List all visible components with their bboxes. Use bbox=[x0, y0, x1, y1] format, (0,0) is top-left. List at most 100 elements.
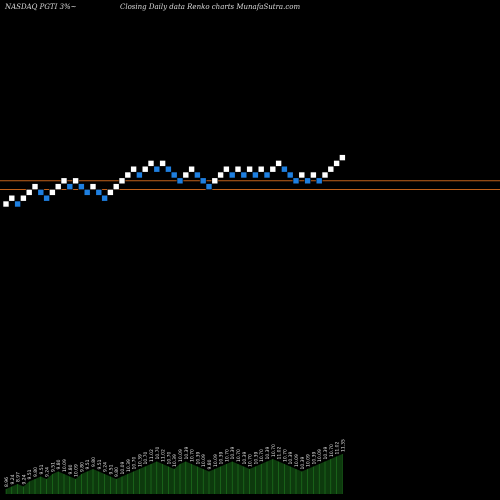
price-label: 10.70 bbox=[248, 454, 254, 467]
renko-brick bbox=[165, 165, 172, 173]
price-label: 11.02 bbox=[277, 446, 283, 459]
price-label: 8.96 bbox=[4, 477, 10, 487]
price-label: 9.24 bbox=[21, 474, 27, 484]
renko-brick bbox=[281, 165, 288, 173]
renko-brick bbox=[228, 171, 236, 179]
renko-brick bbox=[310, 171, 317, 179]
price-label: 10.70 bbox=[282, 449, 288, 462]
price-label: 9.51 bbox=[97, 459, 103, 469]
renko-brick bbox=[327, 165, 335, 173]
renko-brick bbox=[66, 183, 74, 190]
renko-brick bbox=[49, 189, 56, 196]
price-label: 10.39 bbox=[253, 451, 259, 464]
renko-brick bbox=[263, 171, 271, 179]
price-label: 10.70 bbox=[236, 449, 242, 462]
renko-brick bbox=[286, 171, 294, 179]
price-label: 9.80 bbox=[91, 457, 97, 467]
renko-brick bbox=[95, 189, 103, 196]
price-label: 10.09 bbox=[62, 459, 68, 472]
price-label: 10.70 bbox=[259, 449, 265, 462]
price-label: 10.09 bbox=[306, 454, 312, 467]
price-label: 9.80 bbox=[33, 467, 39, 477]
renko-brick bbox=[170, 171, 178, 179]
price-label: 9.51 bbox=[39, 464, 45, 474]
price-label: 10.70 bbox=[271, 444, 277, 457]
renko-brick bbox=[60, 177, 68, 185]
price-label: 9.51 bbox=[85, 459, 91, 469]
renko-brick bbox=[72, 177, 79, 185]
price-label: 10.39 bbox=[288, 451, 294, 464]
price-label: 10.70 bbox=[155, 446, 161, 459]
renko-brick bbox=[315, 177, 323, 185]
price-label: 10.39 bbox=[230, 446, 236, 459]
renko-brick bbox=[78, 183, 85, 190]
renko-brick bbox=[182, 171, 190, 179]
price-label: 10.09 bbox=[213, 454, 219, 467]
price-label: 10.39 bbox=[300, 456, 306, 469]
renko-brick bbox=[147, 160, 155, 167]
price-label: 9.80 bbox=[56, 459, 62, 469]
price-label: 11.02 bbox=[161, 449, 167, 462]
volume-area bbox=[5, 454, 343, 494]
renko-brick bbox=[240, 171, 248, 179]
renko-brick bbox=[153, 165, 161, 173]
price-label: 9.24 bbox=[103, 462, 109, 472]
price-label: 10.09 bbox=[74, 464, 80, 477]
price-label: 9.51 bbox=[108, 464, 114, 474]
price-label: 10.39 bbox=[219, 451, 225, 464]
ticker-label: NASDAQ PGTI 3%~ bbox=[5, 3, 77, 11]
price-label: 9.51 bbox=[50, 462, 56, 472]
renko-brick bbox=[54, 183, 62, 190]
renko-brick bbox=[37, 189, 45, 196]
price-label: 10.09 bbox=[178, 449, 184, 462]
price-label: 10.09 bbox=[201, 454, 207, 467]
renko-brick bbox=[25, 189, 33, 196]
renko-brick bbox=[246, 165, 253, 173]
price-label: 10.39 bbox=[172, 454, 178, 467]
price-label: 10.39 bbox=[184, 446, 190, 459]
renko-brick bbox=[194, 171, 201, 179]
price-label: 9.24 bbox=[45, 467, 51, 477]
renko-brick bbox=[333, 160, 340, 167]
renko-brick bbox=[159, 160, 166, 167]
renko-brick bbox=[83, 189, 91, 196]
price-label: 9.80 bbox=[68, 464, 74, 474]
price-label: 10.70 bbox=[190, 449, 196, 462]
price-label: 10.70 bbox=[143, 451, 149, 464]
price-label: 10.70 bbox=[132, 456, 138, 469]
renko-brick bbox=[269, 165, 277, 173]
renko-brick bbox=[20, 194, 27, 202]
price-label: 11.35 bbox=[340, 439, 346, 452]
price-labels: 8.96 9.24 8.97 9.24 9.51 9.80 9.51 9.24 9.51 9.80… bbox=[4, 439, 346, 487]
renko-brick bbox=[124, 171, 132, 179]
renko-brick bbox=[101, 194, 108, 202]
chart-description: Closing Daily data Renko charts MunafaSu… bbox=[120, 3, 301, 11]
renko-brick bbox=[252, 171, 259, 179]
renko-brick bbox=[31, 183, 39, 190]
price-label: 10.09 bbox=[294, 454, 300, 467]
renko-brick bbox=[118, 177, 126, 185]
renko-brick bbox=[130, 165, 137, 173]
price-label: 9.80 bbox=[207, 459, 213, 469]
price-label: 9.51 bbox=[27, 469, 33, 479]
price-label: 10.70 bbox=[166, 451, 172, 464]
price-label: 10.39 bbox=[195, 451, 201, 464]
renko-brick bbox=[176, 177, 184, 185]
price-label: 8.97 bbox=[16, 472, 22, 482]
renko-brick bbox=[211, 177, 219, 185]
renko-brick bbox=[2, 200, 10, 208]
renko-brick bbox=[43, 194, 50, 202]
renko-brick bbox=[205, 183, 213, 190]
price-label: 10.39 bbox=[311, 451, 317, 464]
renko-brick bbox=[141, 165, 149, 173]
price-label: 10.39 bbox=[242, 451, 248, 464]
renko-brick bbox=[292, 177, 300, 185]
renko-brick bbox=[321, 171, 329, 179]
renko-brick bbox=[257, 165, 265, 173]
price-label: 10.39 bbox=[265, 446, 271, 459]
renko-brick bbox=[188, 165, 195, 173]
renko-brick bbox=[89, 183, 97, 190]
renko-brick bbox=[298, 171, 306, 179]
